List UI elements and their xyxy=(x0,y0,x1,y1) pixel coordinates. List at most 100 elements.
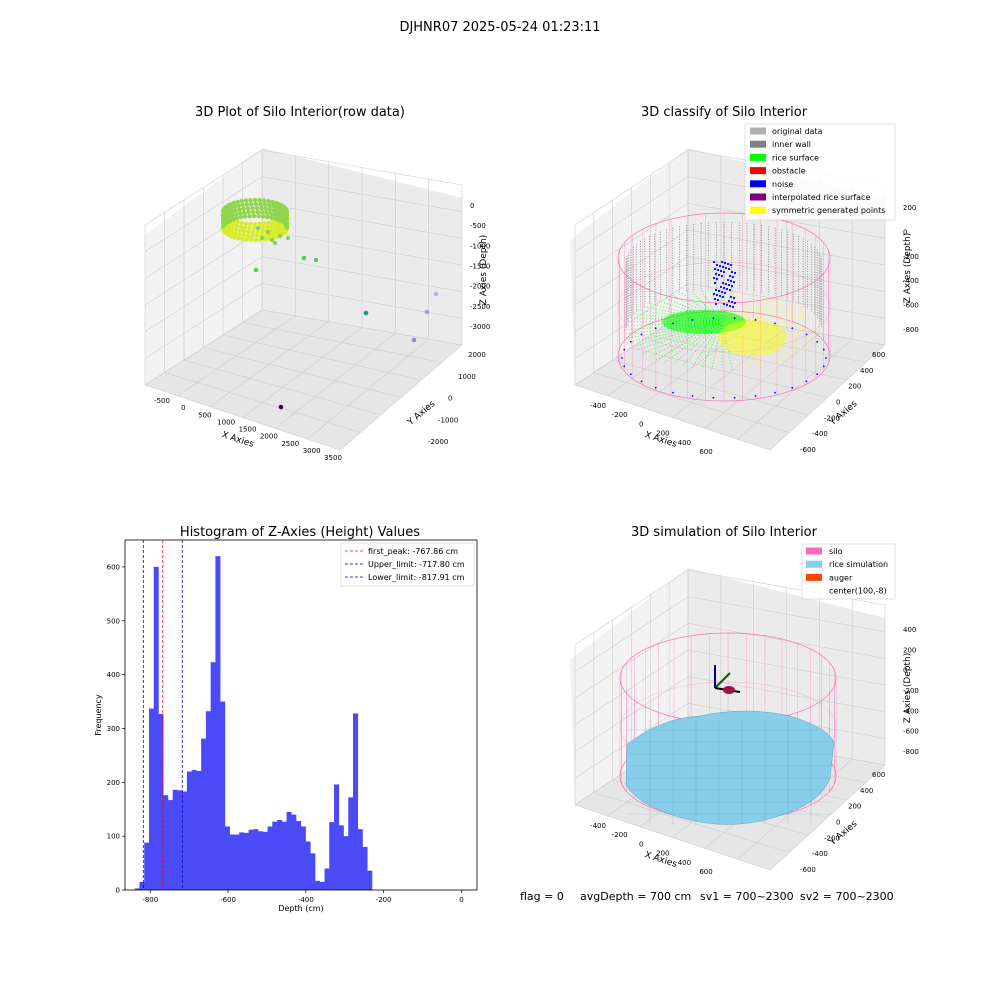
legend-label: Upper_limit: -717.80 cm xyxy=(368,560,465,569)
tick-label: -2000 xyxy=(428,438,448,446)
histogram-bar xyxy=(192,770,197,890)
raw-point xyxy=(246,233,250,237)
histogram-bar xyxy=(139,882,144,890)
tick-label: -200 xyxy=(612,831,628,839)
histogram-bar xyxy=(244,833,249,890)
noise-point xyxy=(724,262,726,264)
classify-z-axis-label: Z Axies (Depth) xyxy=(903,233,913,304)
noise-point xyxy=(714,268,716,270)
noise-point xyxy=(728,268,730,270)
raw-point xyxy=(262,221,266,225)
noise-point xyxy=(718,290,720,292)
raw-point xyxy=(269,224,273,228)
x-tick-label: -600 xyxy=(220,896,236,904)
tick-label: 400 xyxy=(860,787,873,795)
figure-suptitle: DJHNR07 2025-05-24 01:23:11 xyxy=(399,20,600,35)
histogram-bar xyxy=(339,825,344,890)
raw-point xyxy=(258,202,262,206)
raw-point xyxy=(262,198,266,202)
noise-point xyxy=(717,299,719,301)
histogram-bar xyxy=(187,772,192,890)
tick-label: -500 xyxy=(470,222,486,230)
noise-point xyxy=(719,295,721,297)
noise-point xyxy=(728,300,730,302)
noise-point xyxy=(721,275,723,277)
tick-label: 400 xyxy=(678,859,691,867)
noise-point xyxy=(722,266,724,268)
raw-point xyxy=(257,198,261,202)
tick-label: 200 xyxy=(848,803,861,811)
tick-label: -400 xyxy=(590,822,606,830)
histogram-bar xyxy=(306,842,311,890)
raw-point xyxy=(236,204,240,208)
raw-point xyxy=(265,225,269,229)
depth-histogram: Histogram of Z-Axies (Height) Values -80… xyxy=(94,525,477,913)
legend-label: original data xyxy=(772,127,823,136)
noise-point xyxy=(623,365,625,367)
raw-point xyxy=(252,226,256,230)
histogram-bar xyxy=(239,832,244,890)
histogram-bar xyxy=(291,815,296,890)
simulation-3d-plot: 3D simulation of Silo Interior -400-2000… xyxy=(570,525,919,876)
histogram-bar xyxy=(196,771,201,890)
raw-point xyxy=(247,214,251,218)
raw-point xyxy=(260,236,264,240)
legend-label: rice simulation xyxy=(829,560,888,569)
legend-label: rice surface xyxy=(772,153,819,162)
histogram-bar xyxy=(168,800,173,890)
raw-point xyxy=(285,225,289,229)
noise-point xyxy=(727,263,729,265)
raw-point xyxy=(268,207,272,211)
raw-point xyxy=(265,215,269,219)
noise-point xyxy=(730,280,732,282)
noise-point xyxy=(717,269,719,271)
raw-point xyxy=(237,232,241,236)
raw-point xyxy=(270,238,274,242)
tick-label: 200 xyxy=(903,204,916,212)
histogram-bar xyxy=(163,795,168,890)
noise-point xyxy=(641,334,643,336)
noise-point xyxy=(712,397,714,399)
raw-point xyxy=(253,222,257,226)
histogram-bar xyxy=(367,871,372,890)
noise-point xyxy=(732,276,734,278)
noise-point xyxy=(714,298,716,300)
raw-point xyxy=(260,229,264,233)
tick-label: 0 xyxy=(181,404,185,412)
tick-label: -3000 xyxy=(470,323,490,331)
noise-point xyxy=(715,289,717,291)
raw-point xyxy=(245,202,249,206)
legend-label: noise xyxy=(772,180,793,189)
raw-outlier-point xyxy=(254,268,259,273)
raw-point xyxy=(239,215,243,219)
noise-point xyxy=(730,296,732,298)
tick-label: -600 xyxy=(903,728,919,736)
noise-point xyxy=(791,327,793,329)
histogram-bar xyxy=(287,812,292,890)
legend-swatch xyxy=(806,561,822,568)
noise-point xyxy=(729,305,731,307)
noise-point xyxy=(730,264,732,266)
noise-point xyxy=(728,284,730,286)
raw-point xyxy=(269,216,273,220)
raw-data-3d-plot: 3D Plot of Silo Interior(row data) -5000… xyxy=(145,105,490,462)
histogram-bar xyxy=(268,826,273,890)
noise-point xyxy=(630,341,632,343)
raw-point xyxy=(259,206,263,210)
noise-point xyxy=(732,306,734,308)
histogram-bar xyxy=(220,702,225,890)
histogram-bar xyxy=(282,822,287,890)
noise-point xyxy=(713,261,715,263)
tick-label: -600 xyxy=(800,446,816,454)
legend-swatch xyxy=(806,548,822,555)
noise-point xyxy=(715,273,717,275)
raw-point xyxy=(255,206,259,210)
tick-label: 400 xyxy=(678,439,691,447)
x-tick-label: -400 xyxy=(298,896,314,904)
raw-point xyxy=(257,222,261,226)
raw-point xyxy=(266,221,270,225)
raw-outlier-point xyxy=(314,258,319,263)
noise-point xyxy=(716,278,718,280)
raw-point xyxy=(256,210,260,214)
